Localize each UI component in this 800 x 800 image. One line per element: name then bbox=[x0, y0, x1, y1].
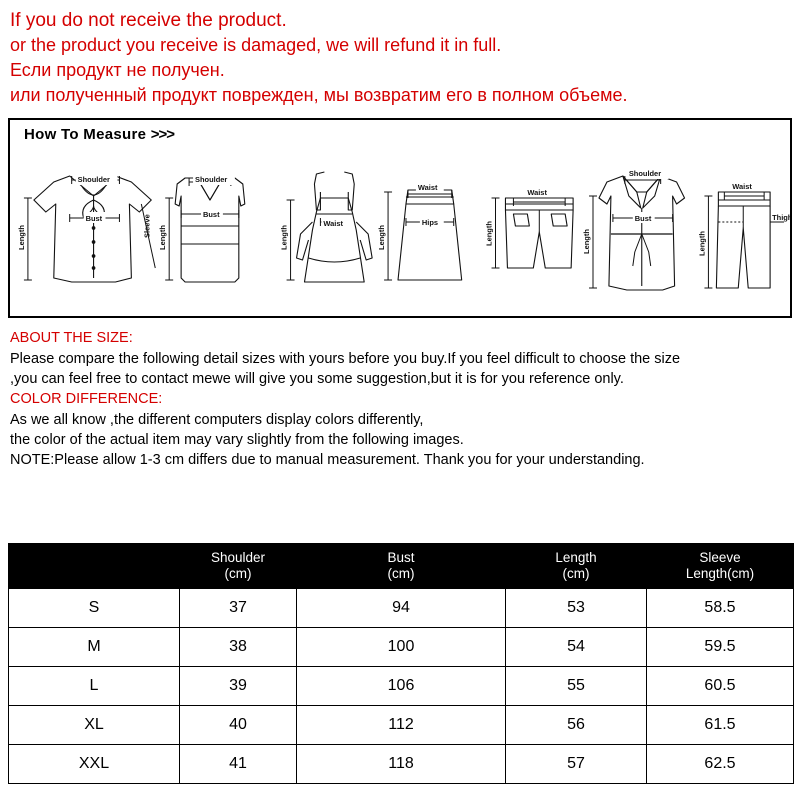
notice-line-3: Если продукт не получен. bbox=[10, 60, 225, 80]
table-row: M 38 100 54 59.5 bbox=[8, 627, 794, 667]
header-sleeve-length: Sleeve Length(cm) bbox=[646, 543, 794, 589]
header-shoulder-line1: Shoulder bbox=[210, 550, 266, 565]
cell-length: 57 bbox=[505, 744, 647, 784]
cell-size: XXL bbox=[8, 744, 180, 784]
notice-line-4: или полученный продукт поврежден, мы воз… bbox=[10, 85, 628, 105]
arrow-right-icon: >>> bbox=[150, 126, 175, 143]
label-length-camisole: Length bbox=[158, 225, 167, 250]
cell-sleeve: 58.5 bbox=[646, 588, 794, 628]
about-size-heading: ABOUT THE SIZE: bbox=[10, 330, 133, 346]
color-difference-text-2: the color of the actual item may vary sl… bbox=[10, 432, 464, 448]
label-hips-skirt: Hips bbox=[422, 218, 438, 227]
label-shoulder-coat: Shoulder bbox=[629, 169, 661, 178]
figure-blouse bbox=[23, 175, 156, 283]
table-body: S 37 94 53 58.5 M 38 100 54 59.5 L 39 10… bbox=[8, 588, 794, 784]
header-bust-line1: Bust bbox=[387, 550, 415, 565]
cell-size: XL bbox=[8, 705, 180, 745]
figure-skirt bbox=[384, 189, 463, 281]
figure-coat bbox=[589, 175, 686, 291]
notice-line-1: If you do not receive the product. bbox=[10, 10, 287, 31]
cell-shoulder: 39 bbox=[179, 666, 297, 706]
color-difference-heading: COLOR DIFFERENCE: bbox=[10, 391, 163, 407]
table-row: XXL 41 118 57 62.5 bbox=[8, 744, 794, 784]
cell-bust: 112 bbox=[296, 705, 506, 745]
label-bust-blouse: Bust bbox=[86, 214, 103, 223]
figure-camisole bbox=[165, 177, 246, 283]
table-header-row: Shoulder (cm) Bust (cm) Length (cm) Slee… bbox=[8, 543, 794, 589]
header-sleeve-line1: Sleeve bbox=[699, 550, 741, 565]
cell-sleeve: 62.5 bbox=[646, 744, 794, 784]
color-difference-text-1: As we all know ,the different computers … bbox=[10, 412, 424, 428]
header-bust: Bust (cm) bbox=[296, 543, 506, 589]
cell-sleeve: 59.5 bbox=[646, 627, 794, 667]
cell-size: L bbox=[8, 666, 180, 706]
header-shoulder: Shoulder (cm) bbox=[179, 543, 297, 589]
measurement-note: NOTE:Please allow 1-3 cm differs due to … bbox=[10, 452, 645, 468]
header-bust-line2: (cm) bbox=[387, 566, 415, 581]
header-size bbox=[8, 543, 180, 589]
label-length-skirt: Length bbox=[377, 225, 386, 250]
label-waist-skirt: Waist bbox=[418, 183, 438, 192]
cell-shoulder: 38 bbox=[179, 627, 297, 667]
cell-shoulder: 41 bbox=[179, 744, 297, 784]
cell-sleeve: 61.5 bbox=[646, 705, 794, 745]
size-table: Shoulder (cm) Bust (cm) Length (cm) Slee… bbox=[8, 543, 794, 784]
label-waist-shorts: Waist bbox=[527, 188, 547, 197]
how-to-measure-title: How To Measure >>> bbox=[24, 126, 175, 143]
measure-figures: Shoulder Bust Sleeve Length bbox=[17, 168, 790, 291]
cell-sleeve: 60.5 bbox=[646, 666, 794, 706]
label-sleeve-blouse: Sleeve bbox=[142, 214, 151, 238]
about-size-text-1: Please compare the following detail size… bbox=[10, 351, 681, 367]
label-length-shorts: Length bbox=[485, 221, 494, 246]
cell-size: S bbox=[8, 588, 180, 628]
cell-bust: 106 bbox=[296, 666, 506, 706]
label-bust-camisole: Bust bbox=[203, 210, 220, 219]
how-to-measure-label: How To Measure bbox=[24, 126, 147, 143]
header-shoulder-line2: (cm) bbox=[224, 566, 252, 581]
label-shoulder-blouse: Shoulder bbox=[78, 175, 110, 184]
notice-line-2: or the product you receive is damaged, w… bbox=[10, 35, 502, 55]
cell-size: M bbox=[8, 627, 180, 667]
header-length-line1: Length bbox=[555, 550, 597, 565]
refund-notice: If you do not receive the product. or th… bbox=[0, 0, 800, 108]
label-waist-trousers: Waist bbox=[732, 182, 752, 191]
figure-shorts bbox=[491, 197, 574, 269]
how-to-measure-box: How To Measure >>> bbox=[8, 118, 792, 318]
about-section: ABOUT THE SIZE: Please compare the follo… bbox=[10, 328, 790, 470]
table-row: XL 40 112 56 61.5 bbox=[8, 705, 794, 745]
table-row: S 37 94 53 58.5 bbox=[8, 588, 794, 628]
label-length-coat: Length bbox=[582, 229, 591, 254]
label-length-trousers: Length bbox=[697, 231, 706, 256]
label-length-dress: Length bbox=[280, 225, 289, 250]
label-thigh-trousers: Thigh bbox=[772, 213, 790, 222]
label-length-blouse: Length bbox=[17, 225, 26, 250]
cell-length: 54 bbox=[505, 627, 647, 667]
label-waist-dress: Waist bbox=[323, 219, 343, 228]
cell-length: 55 bbox=[505, 666, 647, 706]
cell-bust: 100 bbox=[296, 627, 506, 667]
cell-length: 53 bbox=[505, 588, 647, 628]
header-length-line2: (cm) bbox=[562, 566, 590, 581]
cell-shoulder: 40 bbox=[179, 705, 297, 745]
cell-bust: 118 bbox=[296, 744, 506, 784]
label-shoulder-camisole: Shoulder bbox=[195, 175, 227, 184]
header-sleeve-line2: Length(cm) bbox=[685, 566, 755, 581]
cell-length: 56 bbox=[505, 705, 647, 745]
cell-bust: 94 bbox=[296, 588, 506, 628]
label-bust-coat: Bust bbox=[635, 214, 652, 223]
figure-trousers bbox=[704, 191, 785, 289]
table-row: L 39 106 55 60.5 bbox=[8, 666, 794, 706]
cell-shoulder: 37 bbox=[179, 588, 297, 628]
about-size-text-2: ,you can feel free to contact mewe will … bbox=[10, 371, 624, 387]
header-length: Length (cm) bbox=[505, 543, 647, 589]
